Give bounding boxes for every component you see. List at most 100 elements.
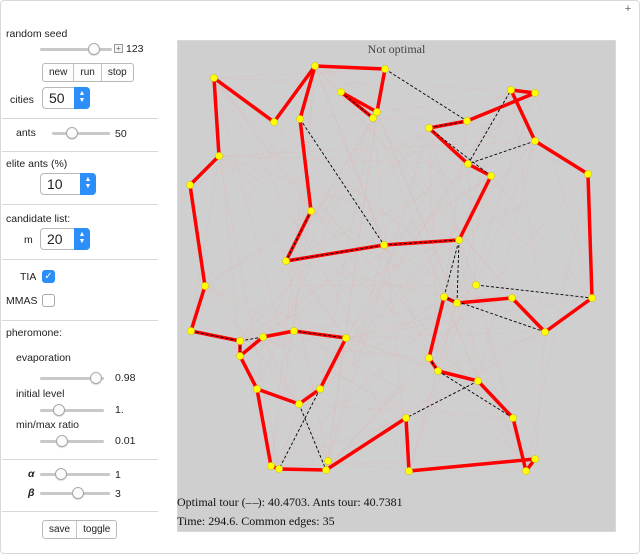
city-point xyxy=(275,465,283,473)
new-button[interactable]: new xyxy=(43,64,75,81)
divider xyxy=(2,459,158,460)
expand-plus-icon[interactable]: + xyxy=(114,44,123,53)
tia-label: TIA xyxy=(20,271,37,283)
alpha-slider[interactable] xyxy=(40,468,110,480)
slider-track xyxy=(40,473,110,476)
city-point xyxy=(405,467,413,475)
city-point xyxy=(584,170,592,178)
city-point xyxy=(531,137,539,145)
random-seed-label: random seed xyxy=(6,28,68,40)
candidate-m-select[interactable]: 20 ▲ ▼ xyxy=(40,228,90,250)
ants-tour-edge xyxy=(212,76,276,124)
pheromone-edge xyxy=(285,140,536,262)
city-point xyxy=(425,124,433,132)
toggle-button[interactable]: toggle xyxy=(83,524,111,535)
pheromone-edge xyxy=(262,336,329,462)
cities-select[interactable]: 50 ▲ ▼ xyxy=(42,87,90,109)
optimal-tour-edge xyxy=(383,239,460,246)
pheromone-edge xyxy=(270,417,407,467)
elite-ants-select[interactable]: 10 ▲ ▼ xyxy=(40,173,96,195)
pheromone-edge xyxy=(213,77,407,419)
optimal-tour-edge xyxy=(299,118,385,246)
pheromone-edge xyxy=(299,111,378,120)
pheromone-edge xyxy=(325,357,430,471)
minmax-ratio-slider[interactable] xyxy=(40,435,104,447)
city-point xyxy=(434,367,442,375)
updown-arrow-icon[interactable]: ▲ ▼ xyxy=(80,173,96,195)
tia-checkbox[interactable]: ✓ xyxy=(42,270,55,283)
evaporation-slider[interactable] xyxy=(40,372,104,384)
pheromone-edge xyxy=(325,173,589,471)
city-point xyxy=(337,88,345,96)
pheromone-edge xyxy=(298,403,514,419)
city-point xyxy=(187,327,195,335)
slider-track xyxy=(40,409,104,412)
control-panel: random seed + 123 new run stop cities 50… xyxy=(0,22,160,554)
pheromone-edge xyxy=(376,92,536,113)
city-point xyxy=(507,86,515,94)
pheromone-edge xyxy=(204,285,536,460)
beta-slider[interactable] xyxy=(40,487,110,499)
city-point xyxy=(474,377,482,385)
pheromone-edge xyxy=(256,336,264,390)
ants-label: ants xyxy=(16,127,36,139)
pheromone-edge xyxy=(270,65,316,467)
divider xyxy=(2,151,158,152)
ants-tour-edge xyxy=(255,387,301,406)
optimal-tour-edge xyxy=(405,380,479,419)
city-point xyxy=(210,74,218,82)
slider-thumb[interactable] xyxy=(54,468,67,480)
run-button[interactable]: run xyxy=(74,64,102,81)
ants-tour-edge xyxy=(509,88,537,143)
slider-thumb[interactable] xyxy=(65,127,78,139)
mmas-checkbox[interactable] xyxy=(42,294,55,307)
pheromone-edge xyxy=(376,111,458,304)
ants-slider[interactable] xyxy=(52,127,110,139)
divider xyxy=(2,320,158,321)
slider-thumb[interactable] xyxy=(88,43,100,55)
optimal-tour-edge xyxy=(467,140,536,165)
ants-tour-edge xyxy=(407,457,537,473)
city-point xyxy=(270,118,278,126)
pheromone-edge xyxy=(298,163,469,405)
slider-thumb[interactable] xyxy=(90,372,103,384)
pheromone-edge xyxy=(437,331,546,372)
pheromone-edge xyxy=(262,175,492,338)
pheromone-edge xyxy=(278,403,300,470)
ants-tour-edge xyxy=(533,139,590,176)
slider-thumb[interactable] xyxy=(55,435,68,447)
mmas-label: MMAS xyxy=(6,295,38,307)
pheromone-edge xyxy=(534,331,546,460)
pheromone-edge xyxy=(218,155,280,470)
random-seed-value: 123 xyxy=(126,43,144,55)
slider-track xyxy=(40,48,112,51)
slider-track xyxy=(52,132,110,135)
random-seed-slider[interactable] xyxy=(40,43,112,55)
pheromone-edge xyxy=(534,92,593,299)
pheromone-edge xyxy=(213,77,536,460)
cities-value: 50 xyxy=(49,90,65,106)
stop-button[interactable]: stop xyxy=(107,67,127,78)
city-point xyxy=(296,115,304,123)
divider xyxy=(2,259,158,260)
candidate-m-value: 20 xyxy=(47,231,63,247)
expand-plus-icon[interactable]: + xyxy=(624,3,632,15)
pheromone-edge xyxy=(218,155,445,298)
save-button[interactable]: save xyxy=(43,521,78,538)
plot-title: Not optimal xyxy=(367,42,426,56)
city-point xyxy=(342,334,350,342)
pheromone-edge xyxy=(345,337,410,472)
elite-ants-label: elite ants (%) xyxy=(6,158,68,170)
pheromone-edge xyxy=(372,117,479,382)
pheromone-edge xyxy=(510,89,546,333)
pheromone-edge xyxy=(285,117,374,262)
minmax-ratio-label: min/max ratio xyxy=(16,419,80,431)
initial-level-slider[interactable] xyxy=(40,404,104,416)
slider-thumb[interactable] xyxy=(71,487,84,499)
slider-thumb[interactable] xyxy=(53,404,65,416)
updown-arrow-icon[interactable]: ▲ ▼ xyxy=(74,228,90,250)
ants-tour-edge xyxy=(404,416,411,473)
pheromone-edge xyxy=(408,92,536,472)
pheromone-edge xyxy=(383,175,492,246)
updown-arrow-icon[interactable]: ▲ ▼ xyxy=(74,87,90,109)
